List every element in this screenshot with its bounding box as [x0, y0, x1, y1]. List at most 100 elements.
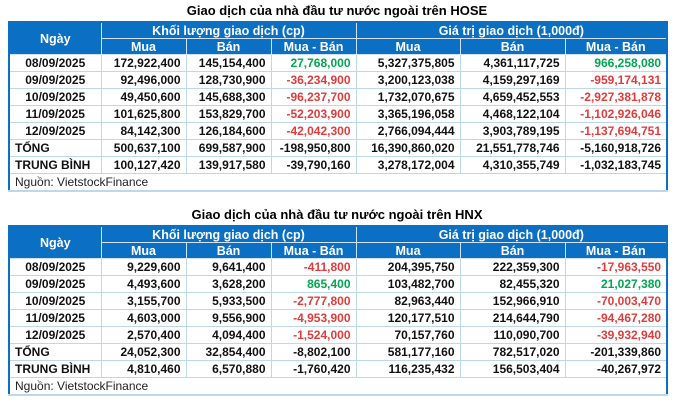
col-header-val-sell: Bán — [459, 242, 566, 259]
cell-total-vol-buy: 24,052,300 — [100, 343, 187, 361]
cell-vol-buy: 4,493,600 — [100, 275, 187, 293]
cell-val-buy: 204,395,750 — [355, 258, 461, 276]
cell-val-buy: 3,365,196,058 — [355, 105, 461, 123]
cell-average-label: TRUNG BÌNH — [8, 360, 102, 378]
cell-total-val-sell: 782,517,020 — [459, 343, 566, 361]
cell-val-net: -17,963,550 — [564, 258, 668, 276]
source-row: Nguồn: VietstockFinance — [8, 173, 668, 192]
cell-vol-net: -96,237,700 — [270, 88, 357, 106]
hose-section: Giao dịch của nhà đầu tư nước ngoài trên… — [8, 0, 669, 192]
cell-date: 08/09/2025 — [8, 54, 102, 72]
hnx-table-header: Ngày Khối lượng giao dịch (cp) Giá trị g… — [8, 225, 668, 259]
col-group-volume: Khối lượng giao dịch (cp) — [100, 21, 357, 39]
source-label: Nguồn: VietstockFinance — [8, 173, 668, 192]
cell-val-sell: 152,966,910 — [459, 292, 566, 310]
col-header-vol-sell: Bán — [185, 242, 272, 259]
cell-val-sell: 222,359,300 — [459, 258, 566, 276]
cell-average-vol-buy: 100,127,420 — [100, 156, 187, 174]
col-group-value: Giá trị giao dịch (1,000đ) — [355, 21, 668, 39]
cell-average-vol-buy: 4,810,460 — [100, 360, 187, 378]
col-group-volume: Khối lượng giao dịch (cp) — [100, 225, 357, 243]
cell-val-sell: 4,659,452,553 — [459, 88, 566, 106]
col-header-val-net: Mua - Bán — [564, 38, 668, 55]
table-row: 08/09/2025 172,922,400 145,154,400 27,768,0… — [8, 54, 668, 72]
hose-table-header: Ngày Khối lượng giao dịch (cp) Giá trị g… — [8, 21, 668, 55]
col-header-val-buy: Mua — [355, 242, 461, 259]
cell-val-net: -39,932,940 — [564, 326, 668, 344]
cell-total-label: TỔNG — [8, 139, 102, 157]
cell-vol-sell: 126,184,600 — [185, 122, 272, 140]
cell-vol-net: -1,524,000 — [270, 326, 357, 344]
cell-vol-buy: 84,142,300 — [100, 122, 187, 140]
cell-vol-buy: 3,155,700 — [100, 292, 187, 310]
cell-val-buy: 70,157,760 — [355, 326, 461, 344]
col-header-vol-buy: Mua — [100, 242, 187, 259]
cell-val-sell: 3,903,789,195 — [459, 122, 566, 140]
cell-vol-buy: 9,229,600 — [100, 258, 187, 276]
cell-val-sell: 110,090,700 — [459, 326, 566, 344]
hnx-section: Giao dịch của nhà đầu tư nước ngoài trên… — [8, 205, 669, 396]
average-row: TRUNG BÌNH 100,127,420 139,917,580 -39,7… — [8, 156, 668, 174]
cell-date: 09/09/2025 — [8, 275, 102, 293]
cell-val-buy: 120,177,510 — [355, 309, 461, 327]
table-row: 11/09/2025 4,603,000 9,556,900 -4,953,900 12… — [8, 309, 668, 327]
cell-total-val-buy: 581,177,160 — [355, 343, 461, 361]
cell-date: 08/09/2025 — [8, 258, 102, 276]
cell-val-net: -959,174,131 — [564, 71, 668, 89]
cell-vol-net: -4,953,900 — [270, 309, 357, 327]
cell-val-sell: 4,468,122,104 — [459, 105, 566, 123]
hose-table: Ngày Khối lượng giao dịch (cp) Giá trị g… — [8, 21, 669, 192]
cell-total-val-buy: 16,390,860,020 — [355, 139, 461, 157]
cell-val-net: 21,027,380 — [564, 275, 668, 293]
cell-val-sell: 4,361,117,725 — [459, 54, 566, 72]
cell-total-vol-net: -198,950,800 — [270, 139, 357, 157]
cell-val-buy: 82,963,440 — [355, 292, 461, 310]
cell-val-net: -70,003,470 — [564, 292, 668, 310]
cell-average-val-sell: 156,503,404 — [459, 360, 566, 378]
cell-vol-buy: 4,603,000 — [100, 309, 187, 327]
cell-total-vol-sell: 32,854,400 — [185, 343, 272, 361]
cell-vol-sell: 145,154,400 — [185, 54, 272, 72]
cell-val-buy: 103,482,700 — [355, 275, 461, 293]
cell-date: 10/09/2025 — [8, 88, 102, 106]
cell-average-val-sell: 4,310,355,749 — [459, 156, 566, 174]
cell-average-val-net: -40,267,972 — [564, 360, 668, 378]
cell-vol-sell: 5,933,500 — [185, 292, 272, 310]
cell-total-vol-sell: 699,587,900 — [185, 139, 272, 157]
cell-val-sell: 82,455,320 — [459, 275, 566, 293]
cell-average-vol-net: -39,790,160 — [270, 156, 357, 174]
cell-val-net: -1,137,694,751 — [564, 122, 668, 140]
col-header-vol-buy: Mua — [100, 38, 187, 55]
cell-vol-buy: 101,625,800 — [100, 105, 187, 123]
cell-vol-net: -52,203,900 — [270, 105, 357, 123]
hnx-table-body: 08/09/2025 9,229,600 9,641,400 -411,800 204,… — [8, 258, 668, 344]
cell-vol-buy: 92,496,000 — [100, 71, 187, 89]
table-row: 12/09/2025 2,570,400 4,094,400 -1,524,000 70… — [8, 326, 668, 344]
hose-table-body: 08/09/2025 172,922,400 145,154,400 27,768,0… — [8, 54, 668, 140]
cell-vol-buy: 172,922,400 — [100, 54, 187, 72]
table-row: 11/09/2025 101,625,800 153,829,700 -52,203,… — [8, 105, 668, 123]
cell-total-label: TỔNG — [8, 343, 102, 361]
cell-total-val-sell: 21,551,778,746 — [459, 139, 566, 157]
cell-date: 09/09/2025 — [8, 71, 102, 89]
cell-vol-net: 865,400 — [270, 275, 357, 293]
col-header-val-sell: Bán — [459, 38, 566, 55]
col-header-date: Ngày — [8, 21, 102, 55]
cell-val-net: -94,467,280 — [564, 309, 668, 327]
col-group-value: Giá trị giao dịch (1,000đ) — [355, 225, 668, 243]
cell-average-vol-sell: 139,917,580 — [185, 156, 272, 174]
cell-date: 12/09/2025 — [8, 122, 102, 140]
average-row: TRUNG BÌNH 4,810,460 6,570,880 -1,760,42… — [8, 360, 668, 378]
cell-vol-sell: 153,829,700 — [185, 105, 272, 123]
source-row: Nguồn: VietstockFinance — [8, 377, 668, 396]
cell-total-vol-buy: 500,637,100 — [100, 139, 187, 157]
cell-vol-sell: 9,641,400 — [185, 258, 272, 276]
cell-average-label: TRUNG BÌNH — [8, 156, 102, 174]
cell-date: 12/09/2025 — [8, 326, 102, 344]
cell-vol-sell: 3,628,200 — [185, 275, 272, 293]
cell-date: 11/09/2025 — [8, 309, 102, 327]
cell-average-val-buy: 3,278,172,004 — [355, 156, 461, 174]
cell-val-sell: 214,644,790 — [459, 309, 566, 327]
cell-vol-net: -36,234,900 — [270, 71, 357, 89]
table-row: 08/09/2025 9,229,600 9,641,400 -411,800 204,… — [8, 258, 668, 276]
